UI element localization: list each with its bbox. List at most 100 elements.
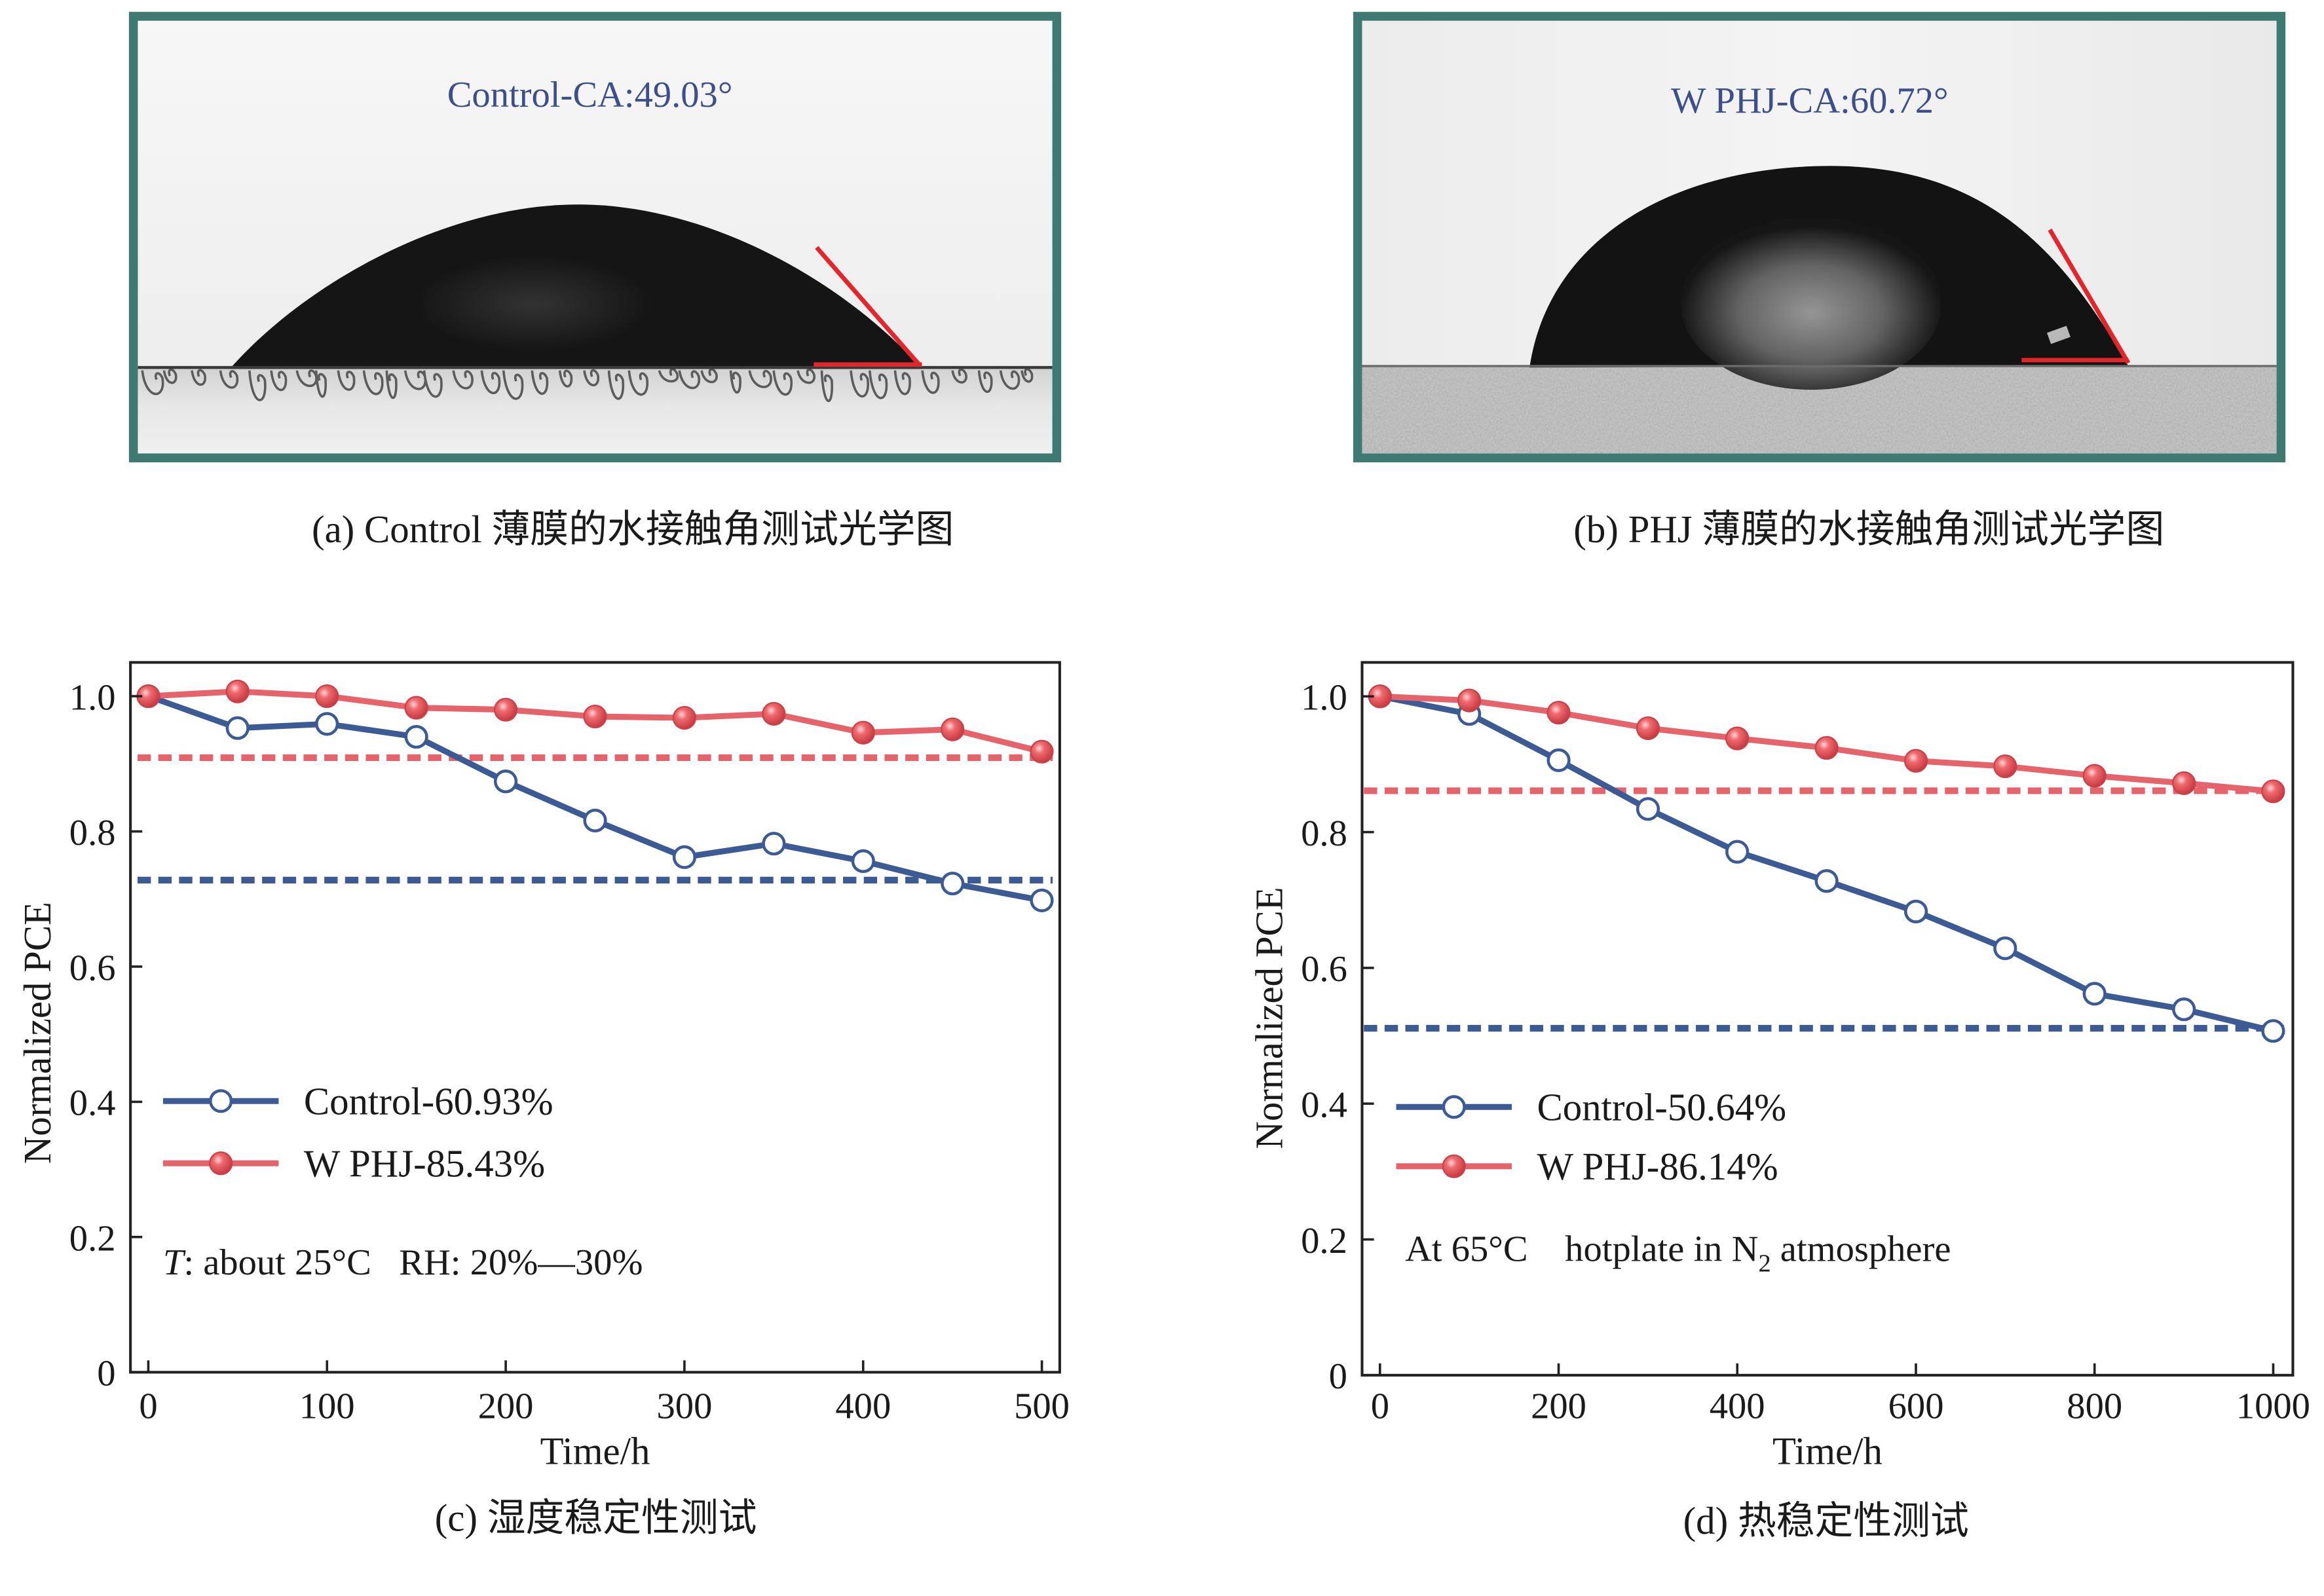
legend-item-w-phj-85-43: W PHJ-85.43% [162,1143,545,1185]
droplet-highlight [2046,325,2071,344]
x-tick-label: 100 [299,1386,355,1426]
data-point-w-phj-86-14 [2261,779,2285,804]
photo-control-film [138,20,1053,454]
y-axis-title: Normalized PCE [1248,887,1290,1149]
chart-caption: (c) 湿度稳定性测试 [435,1496,757,1539]
data-point-w-phj-85-43 [851,720,875,745]
y-tick-label: 0.2 [69,1218,116,1259]
tangent-line-contact [815,246,922,368]
photo-caption: (a) Control 薄膜的水接触角测试光学图 [312,508,954,551]
legend: Control-50.64% W PHJ-86.14% [1396,1086,1786,1188]
y-tick-label: 0.6 [1301,949,1347,990]
test-conditions-annotation: At 65°C hotplate in N2 atmosphere [1405,1229,1951,1278]
y-tick-label: 0 [1329,1356,1347,1397]
data-point-control-60-93 [941,871,965,896]
legend-marker [1442,1154,1466,1178]
data-point-control-50-64 [1546,748,1571,772]
photo-frame [128,12,1062,462]
droplet-reflection [1680,217,1942,390]
y-tick-label: 0.4 [69,1083,116,1124]
x-tick-label: 400 [835,1386,891,1426]
data-point-w-phj-85-43 [941,717,965,741]
y-tick-label: 0 [97,1354,115,1394]
data-point-w-phj-86-14 [1993,754,2017,779]
data-point-control-60-93 [851,849,875,873]
photo-panel-control: Control-CA:49.03° [128,12,1062,462]
y-tick-label: 1.0 [1301,678,1347,718]
y-tick-label: 0.6 [69,948,116,988]
x-tick-label: 200 [1531,1386,1586,1426]
y-tick-label: 0.2 [1301,1221,1347,1261]
data-point-w-phj-85-43 [762,701,786,726]
photo-caption: (b) PHJ 薄膜的水接触角测试光学图 [1573,508,2164,551]
data-point-control-60-93 [1030,888,1054,912]
droplet-reflection [415,256,652,352]
data-point-control-50-64 [2261,1019,2285,1043]
data-point-w-phj-85-43 [493,697,518,722]
data-point-control-60-93 [315,712,339,736]
data-point-control-50-64 [1903,899,1928,923]
chart-caption: (d) 热稳定性测试 [1683,1500,1969,1542]
data-point-w-phj-86-14 [1636,716,1660,741]
photo-panel-phj: W PHJ-CA:60.72° [1353,12,2286,462]
legend-label: W PHJ-85.43% [304,1143,545,1185]
data-point-w-phj-86-14 [2082,764,2107,788]
legend-label: Control-50.64% [1537,1086,1786,1129]
data-point-w-phj-86-14 [1457,688,1482,713]
x-tick-label: 300 [657,1386,713,1426]
x-axis-title: Time/h [540,1430,650,1473]
data-point-control-50-64 [1993,936,2017,961]
data-point-w-phj-85-43 [315,684,339,709]
test-conditions-annotation: T: about 25°C RH: 20%—30% [163,1242,643,1283]
data-point-w-phj-85-43 [225,679,250,703]
x-tick-label: 200 [478,1386,534,1426]
contact-angle-label: Control-CA:49.03° [447,75,733,115]
data-point-w-phj-86-14 [2172,771,2196,795]
legend-label: W PHJ-86.14% [1537,1145,1778,1188]
y-axis-title: Normalized PCE [16,902,59,1164]
photo-phj-film [1362,20,2277,454]
tangent-line-contact [2048,229,2131,365]
annotation-part: atmosphere [1771,1229,1951,1270]
data-point-control-60-93 [672,845,697,869]
chart-humidity-stability: 0 0.2 0.4 0.6 0.8 1.0 0 100 200 300 400 500 Time/h No… [16,661,1070,1473]
data-point-control-50-64 [2172,997,2196,1022]
legend-label: Control-60.93% [304,1081,553,1123]
data-point-w-phj-86-14 [1903,749,1928,773]
x-tick-label: 1000 [2236,1386,2310,1426]
legend-marker [209,1089,233,1113]
data-point-control-60-93 [493,770,518,794]
data-point-control-60-93 [583,808,607,832]
data-point-control-60-93 [225,716,250,740]
x-tick-label: 0 [1371,1386,1389,1426]
data-point-w-phj-86-14 [1725,726,1750,751]
data-point-control-50-64 [2082,982,2107,1006]
legend-item-w-phj-86-14: W PHJ-86.14% [1396,1145,1778,1188]
data-point-w-phj-85-43 [583,704,607,729]
y-tick-label: 0.4 [1301,1085,1347,1126]
x-tick-label: 800 [2067,1386,2122,1426]
substrate-texture [141,367,1034,402]
x-tick-label: 600 [1888,1386,1944,1426]
data-point-w-phj-86-14 [1546,701,1571,725]
annotation-part: At 65°C hotplate in N [1405,1229,1758,1270]
y-tick-label: 0.8 [69,813,116,853]
data-point-control-50-64 [1725,840,1750,864]
annotation-part: : about 25°C RH: 20%—30% [183,1242,643,1283]
y-tick-label: 0.8 [1301,813,1347,854]
data-point-w-phj-86-14 [1814,735,1839,760]
legend: Control-60.93% W PHJ-85.43% [162,1081,553,1185]
data-point-w-phj-85-43 [672,705,697,730]
contact-angle-label: W PHJ-CA:60.72° [1671,81,1949,121]
substrate [138,367,1053,454]
plot-frame [1360,661,2295,1377]
legend-marker [1442,1095,1466,1119]
data-point-w-phj-85-43 [404,696,428,720]
plot-frame [129,661,1061,1374]
chart-thermal-stability: 0 0.2 0.4 0.6 0.8 1.0 0 200 400 600 800 1000 Time/h N… [1248,661,2310,1473]
data-point-w-phj-85-43 [1030,739,1054,764]
annotation-part: T [163,1242,186,1283]
x-axis-title: Time/h [1772,1430,1883,1473]
legend-item-control-60-93: Control-60.93% [162,1081,553,1123]
